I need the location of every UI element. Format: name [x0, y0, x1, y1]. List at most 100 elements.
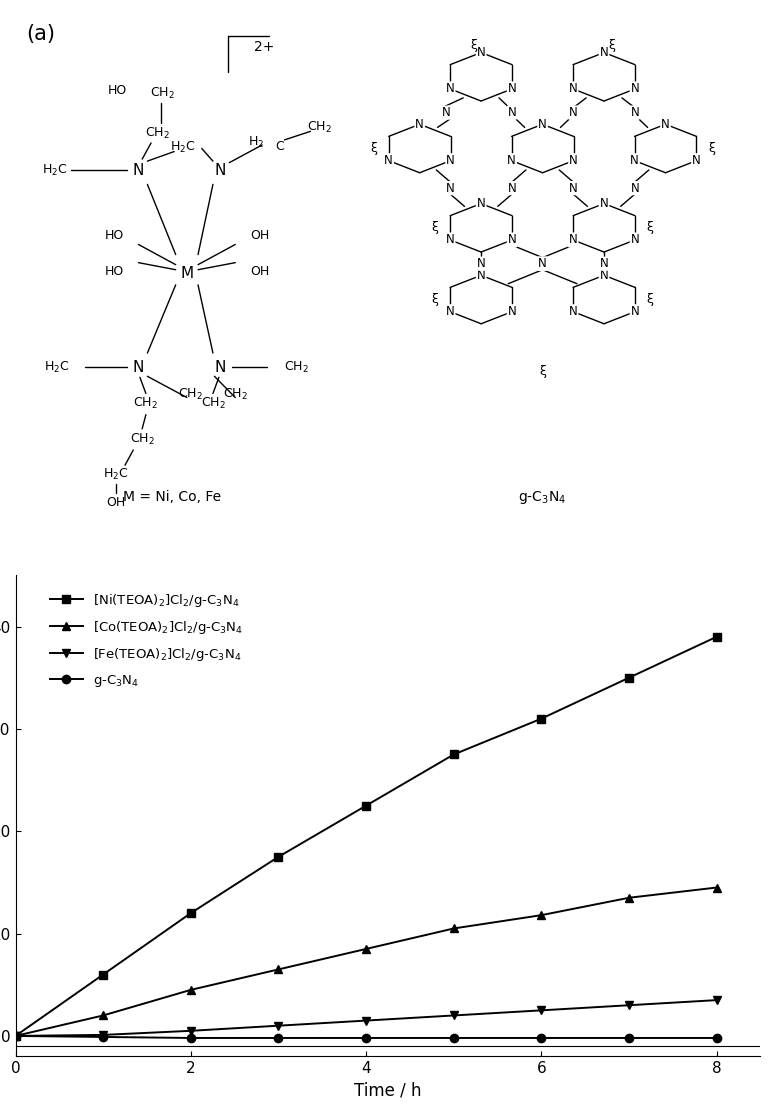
[Fe(TEOA)$_2$]Cl$_2$/g-C$_3$N$_4$ — [99, 1029, 108, 1042]
[Co(TEOA)$_2$]Cl$_2$/g-C$_3$N$_4$ — [449, 922, 459, 935]
X-axis label: Time / h: Time / h — [355, 1082, 421, 1100]
Text: ξ: ξ — [608, 39, 615, 52]
Text: N: N — [661, 118, 670, 131]
Text: N: N — [539, 257, 547, 270]
[Ni(TEOA)$_2$]Cl$_2$/g-C$_3$N$_4$ — [99, 967, 108, 981]
Text: N: N — [508, 305, 517, 318]
Text: N: N — [476, 257, 486, 270]
[Fe(TEOA)$_2$]Cl$_2$/g-C$_3$N$_4$ — [274, 1019, 283, 1032]
Text: ξ: ξ — [646, 294, 653, 306]
Text: HO: HO — [104, 229, 123, 242]
Text: N: N — [508, 155, 516, 167]
Text: CH$_2$: CH$_2$ — [144, 127, 169, 141]
g-C$_3$N$_4$ — [362, 1031, 371, 1044]
Text: N: N — [415, 118, 424, 131]
[Fe(TEOA)$_2$]Cl$_2$/g-C$_3$N$_4$ — [11, 1030, 20, 1043]
Text: N: N — [539, 118, 547, 131]
Text: HO: HO — [104, 265, 123, 278]
Text: N: N — [508, 82, 517, 96]
Text: H$_2$: H$_2$ — [248, 135, 264, 150]
[Ni(TEOA)$_2$]Cl$_2$/g-C$_3$N$_4$ — [625, 671, 634, 684]
Text: CH$_2$: CH$_2$ — [133, 396, 158, 411]
g-C$_3$N$_4$ — [537, 1031, 546, 1044]
Text: OH: OH — [106, 496, 126, 508]
Text: N: N — [215, 359, 226, 375]
[Ni(TEOA)$_2$]Cl$_2$/g-C$_3$N$_4$ — [449, 747, 459, 761]
Text: N: N — [692, 155, 701, 167]
[Fe(TEOA)$_2$]Cl$_2$/g-C$_3$N$_4$ — [362, 1014, 371, 1027]
Text: 2+: 2+ — [254, 40, 274, 54]
Text: N: N — [569, 106, 577, 119]
Text: N: N — [569, 181, 577, 195]
Text: CH$_2$: CH$_2$ — [223, 387, 248, 403]
Text: N: N — [446, 181, 455, 195]
Legend: [Ni(TEOA)$_2$]Cl$_2$/g-C$_3$N$_4$, [Co(TEOA)$_2$]Cl$_2$/g-C$_3$N$_4$, [Fe(TEOA)$: [Ni(TEOA)$_2$]Cl$_2$/g-C$_3$N$_4$, [Co(T… — [44, 587, 249, 694]
Text: N: N — [600, 257, 608, 270]
Text: N: N — [631, 234, 639, 247]
Text: OH: OH — [250, 265, 269, 278]
Text: HO: HO — [108, 85, 127, 98]
Text: N: N — [476, 46, 486, 59]
[Co(TEOA)$_2$]Cl$_2$/g-C$_3$N$_4$ — [11, 1030, 20, 1043]
[Co(TEOA)$_2$]Cl$_2$/g-C$_3$N$_4$ — [362, 942, 371, 955]
Text: N: N — [630, 106, 639, 119]
Text: (a): (a) — [26, 23, 56, 43]
[Co(TEOA)$_2$]Cl$_2$/g-C$_3$N$_4$ — [712, 881, 722, 894]
Text: H$_2$C: H$_2$C — [44, 359, 70, 375]
Text: ξ: ξ — [470, 39, 477, 52]
Text: H$_2$C: H$_2$C — [171, 140, 196, 155]
Text: CH$_2$: CH$_2$ — [130, 433, 154, 447]
Text: M = Ni, Co, Fe: M = Ni, Co, Fe — [123, 490, 221, 504]
Text: N: N — [600, 197, 608, 210]
Text: H$_2$C: H$_2$C — [42, 162, 68, 178]
g-C$_3$N$_4$ — [274, 1031, 283, 1044]
Text: CH$_2$: CH$_2$ — [200, 396, 225, 411]
g-C$_3$N$_4$ — [625, 1031, 634, 1044]
g-C$_3$N$_4$ — [186, 1031, 196, 1044]
Text: N: N — [539, 257, 547, 270]
Text: CH$_2$: CH$_2$ — [150, 86, 175, 101]
Line: [Fe(TEOA)$_2$]Cl$_2$/g-C$_3$N$_4$: [Fe(TEOA)$_2$]Cl$_2$/g-C$_3$N$_4$ — [12, 996, 721, 1040]
[Fe(TEOA)$_2$]Cl$_2$/g-C$_3$N$_4$ — [625, 999, 634, 1012]
Text: ξ: ξ — [646, 221, 653, 235]
Text: N: N — [476, 269, 486, 281]
Text: M: M — [180, 266, 193, 281]
Text: ξ: ξ — [539, 365, 546, 378]
g-C$_3$N$_4$ — [11, 1030, 20, 1043]
Text: N: N — [630, 155, 639, 167]
Text: H$_2$C: H$_2$C — [103, 467, 129, 481]
[Fe(TEOA)$_2$]Cl$_2$/g-C$_3$N$_4$ — [186, 1024, 196, 1037]
Text: N: N — [445, 305, 455, 318]
Text: CH$_2$: CH$_2$ — [178, 387, 203, 403]
Text: N: N — [384, 155, 393, 167]
Text: N: N — [600, 46, 608, 59]
Text: g-C$_3$N$_4$: g-C$_3$N$_4$ — [518, 488, 566, 506]
Text: ξ: ξ — [431, 294, 438, 306]
[Ni(TEOA)$_2$]Cl$_2$/g-C$_3$N$_4$ — [11, 1030, 20, 1043]
Text: ξ: ξ — [708, 142, 715, 155]
Text: CH$_2$: CH$_2$ — [307, 120, 332, 135]
Text: N: N — [631, 82, 639, 96]
Text: N: N — [445, 234, 455, 247]
Text: N: N — [630, 181, 639, 195]
[Ni(TEOA)$_2$]Cl$_2$/g-C$_3$N$_4$ — [362, 800, 371, 813]
Text: N: N — [569, 155, 578, 167]
Text: ξ: ξ — [431, 221, 438, 235]
Text: OH: OH — [250, 229, 269, 242]
g-C$_3$N$_4$ — [99, 1031, 108, 1044]
Text: N: N — [508, 181, 516, 195]
Text: N: N — [442, 106, 451, 119]
[Ni(TEOA)$_2$]Cl$_2$/g-C$_3$N$_4$ — [274, 851, 283, 864]
Text: N: N — [133, 359, 144, 375]
[Co(TEOA)$_2$]Cl$_2$/g-C$_3$N$_4$ — [99, 1009, 108, 1022]
[Fe(TEOA)$_2$]Cl$_2$/g-C$_3$N$_4$ — [449, 1009, 459, 1022]
Text: N: N — [631, 305, 639, 318]
Text: N: N — [569, 234, 577, 247]
g-C$_3$N$_4$ — [449, 1031, 459, 1044]
Text: N: N — [445, 82, 455, 96]
[Fe(TEOA)$_2$]Cl$_2$/g-C$_3$N$_4$ — [537, 1004, 546, 1017]
Line: [Ni(TEOA)$_2$]Cl$_2$/g-C$_3$N$_4$: [Ni(TEOA)$_2$]Cl$_2$/g-C$_3$N$_4$ — [12, 633, 721, 1040]
[Co(TEOA)$_2$]Cl$_2$/g-C$_3$N$_4$ — [537, 909, 546, 922]
Text: N: N — [508, 234, 517, 247]
[Co(TEOA)$_2$]Cl$_2$/g-C$_3$N$_4$ — [274, 963, 283, 976]
